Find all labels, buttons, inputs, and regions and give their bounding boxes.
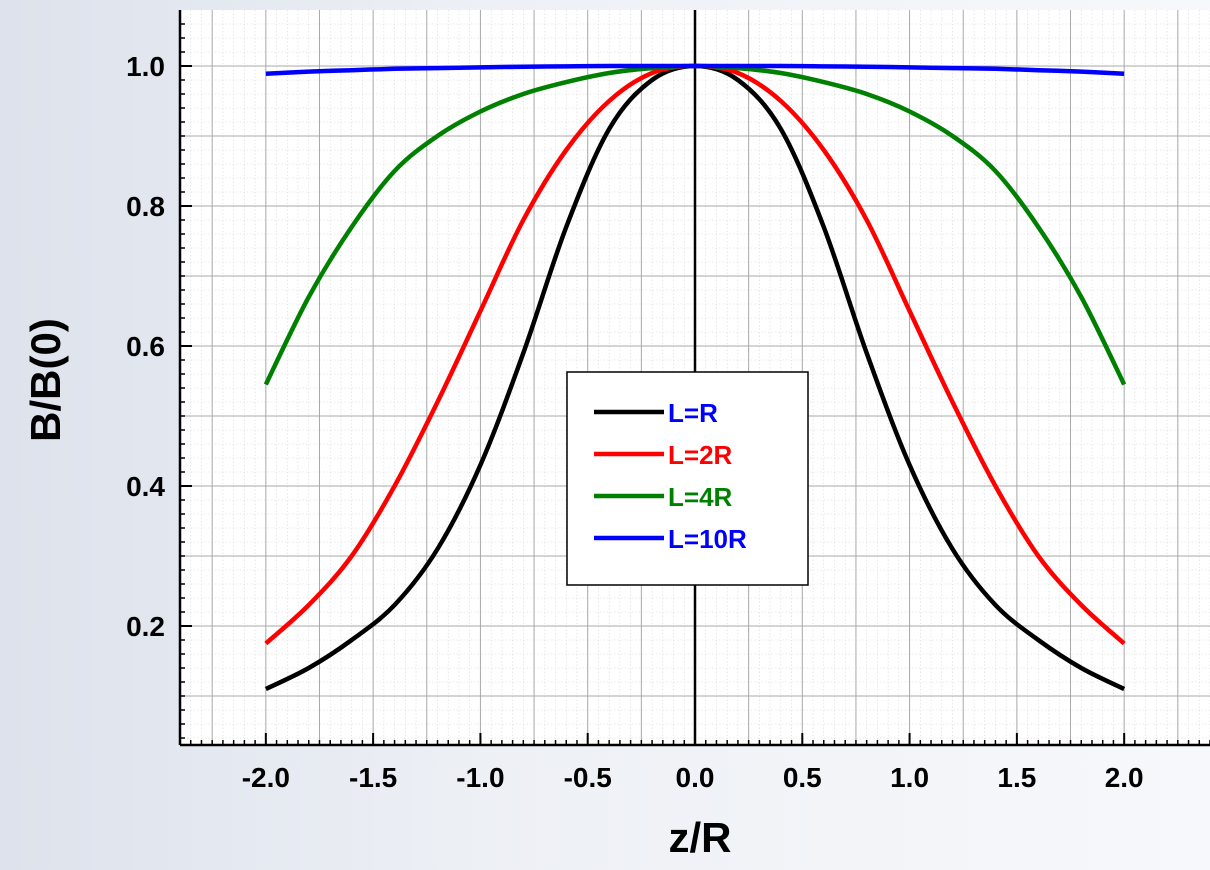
series-lines bbox=[263, 63, 1127, 692]
x-tick-label: 1.5 bbox=[997, 762, 1036, 793]
y-tick-label: 0.8 bbox=[126, 191, 165, 222]
axes: -2.0 -1.5 -1.0 -0.5 0.0 0.5 1.0 1.5 2.0 0.2 0.4 0.6… bbox=[126, 10, 1210, 793]
x-tick-label: -1.5 bbox=[349, 762, 397, 793]
series-line-3 bbox=[265, 63, 1125, 76]
x-tick-label: 2.0 bbox=[1105, 762, 1144, 793]
y-tick-label: 1.0 bbox=[126, 51, 165, 82]
y-tick-label: 0.6 bbox=[126, 331, 165, 362]
x-tick-label: -2.0 bbox=[242, 762, 290, 793]
legend-label: L=R bbox=[668, 398, 718, 428]
legend-label: L=2R bbox=[668, 440, 733, 470]
x-tick-label: 1.0 bbox=[890, 762, 929, 793]
y-tick-label: 0.4 bbox=[126, 471, 165, 502]
legend-label: L=10R bbox=[668, 524, 747, 554]
y-tick-label: 0.2 bbox=[126, 611, 165, 642]
x-tick-label: -0.5 bbox=[564, 762, 612, 793]
x-tick-label: 0.5 bbox=[783, 762, 822, 793]
legend-box bbox=[566, 371, 809, 586]
y-axis-title: B/B(0) bbox=[22, 318, 69, 442]
x-axis-title: z/R bbox=[669, 814, 732, 861]
x-tick-label: 0.0 bbox=[676, 762, 715, 793]
legend: L=R L=2R L=4R L=10R bbox=[566, 371, 809, 586]
x-tick-label: -1.0 bbox=[456, 762, 504, 793]
legend-label: L=4R bbox=[668, 482, 733, 512]
